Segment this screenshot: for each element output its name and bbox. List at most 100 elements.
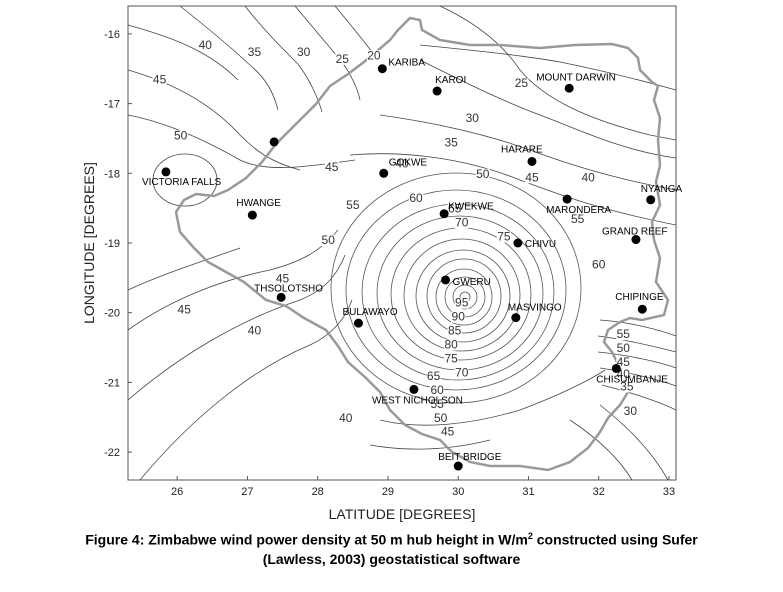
city-label: MASVINGO (508, 303, 562, 314)
contour-label-bg (444, 137, 459, 149)
figure-caption: Figure 4: Zimbabwe wind power density at… (0, 527, 783, 569)
contour-label-bg (524, 172, 539, 184)
contour-label-bg (581, 172, 596, 184)
contour-label: 85 (448, 324, 462, 338)
contour-label: 75 (497, 230, 511, 244)
city-marker (409, 384, 419, 394)
city-label: BULAWAYO (342, 307, 397, 318)
contour-label-bg (514, 78, 529, 90)
contour-label-bg (338, 412, 353, 424)
contour-label-bg (409, 193, 424, 205)
city-marker (453, 461, 463, 471)
contour-label: 35 (620, 379, 634, 393)
city-marker (379, 168, 389, 178)
city-marker (646, 195, 656, 205)
contour-label-bg (451, 311, 466, 323)
contour-label: 60 (430, 383, 444, 397)
city-label: MARONDERA (546, 205, 611, 216)
city-marker (439, 209, 449, 219)
contour-label: 45 (325, 160, 339, 174)
contour-label: 40 (395, 156, 409, 170)
city-label: KWEKWE (448, 202, 494, 213)
contour-label: 45 (441, 425, 455, 439)
city-label: THSOLOTSHO (254, 283, 323, 294)
x-tick-label: 29 (382, 486, 394, 498)
city-label: WEST NICHOLSON (372, 395, 463, 406)
city-marker (611, 363, 621, 373)
contour-label-bg (447, 203, 462, 215)
contour-label: 40 (581, 170, 595, 184)
contour-label: 50 (476, 167, 490, 181)
contour-label-bg (465, 113, 480, 125)
contour-label-bg (395, 158, 409, 170)
contour-label: 40 (248, 324, 262, 338)
contour-label-bg (324, 161, 339, 173)
city-label: GWERU (453, 277, 491, 288)
contour-label: 45 (276, 271, 290, 285)
contour-label: 50 (174, 128, 188, 142)
y-tick-label: -18 (104, 168, 120, 180)
city-marker (527, 156, 537, 166)
y-axis-title: LONGITUDE [DEGREES] (81, 162, 97, 324)
contour-label-bg (152, 74, 167, 86)
contour-label-bg (616, 356, 631, 368)
city-label: NYANGA (641, 184, 683, 195)
contour-label-bg (591, 259, 606, 271)
y-tick-label: -20 (104, 308, 120, 320)
city-marker (441, 275, 451, 285)
contour-label-bg (616, 329, 631, 341)
contour-label: 90 (452, 310, 466, 324)
contour-label-bg (454, 217, 469, 229)
y-axis-ticks: -16 -17 -18 -19 -20 -21 -22 (104, 29, 132, 459)
caption-line-1: Figure 4: Zimbabwe wind power density at… (0, 527, 783, 550)
contour-label-bg (570, 214, 585, 226)
contour-lines (127, 5, 677, 481)
contour-label-bg (430, 384, 445, 396)
contour-label-bg (447, 325, 462, 337)
contour-label-bg (616, 343, 631, 355)
city-label: VICTORIA FALLS (142, 177, 222, 188)
contour-label-bg (321, 235, 336, 246)
city-marker (513, 238, 523, 248)
contour-label-bg (247, 46, 262, 58)
city-label: BEIT BRIDGE (438, 452, 501, 463)
contour-label: 45 (525, 170, 539, 184)
contour-label: 55 (617, 327, 631, 341)
contour-label: 60 (409, 191, 423, 205)
x-tick-label: 28 (312, 486, 324, 498)
caption-line-1-tail: constructed using Sufer (532, 531, 698, 548)
contour-label: 30 (466, 111, 480, 125)
contour-label-bg (426, 370, 441, 382)
contour-label: 20 (367, 48, 381, 62)
city-marker (276, 292, 286, 302)
caption-line-1-text: Figure 4: Zimbabwe wind power density at… (85, 531, 528, 548)
x-axis-title: LATITUDE [DEGREES] (329, 506, 476, 522)
contour-label: 55 (346, 198, 360, 212)
contour-label: 45 (153, 73, 167, 87)
city-marker (637, 304, 647, 314)
x-tick-label: 33 (663, 486, 675, 498)
contour-label-bg (475, 168, 490, 180)
caption-line-2: (Lawless, 2003) geostatistical software (262, 550, 521, 567)
city-marker (377, 64, 387, 74)
contour-label: 30 (624, 404, 638, 418)
x-tick-label: 31 (522, 486, 534, 498)
x-tick-label: 26 (171, 486, 183, 498)
contour-label-bg (440, 426, 455, 438)
city-marker (564, 83, 574, 93)
city-label: CHIVU (525, 239, 556, 250)
city-marker (631, 235, 641, 245)
city-label: MOUNT DARWIN (536, 72, 616, 83)
contour-label: 55 (571, 212, 585, 226)
contour-label: 40 (199, 38, 213, 52)
city-label: HARARE (501, 144, 543, 155)
contour-label-bg (335, 53, 350, 65)
city-markers: KARIBA KAROI MOUNT DARWIN HARARE GOKWE VICTOR… (142, 58, 683, 471)
contour-label: 55 (430, 397, 444, 411)
city-label: GOKWE (389, 157, 428, 168)
contour-label-bg (296, 46, 311, 58)
y-tick-label: -21 (104, 377, 120, 389)
contour-label: 40 (339, 411, 353, 425)
city-label: CHIPINGE (615, 292, 664, 303)
